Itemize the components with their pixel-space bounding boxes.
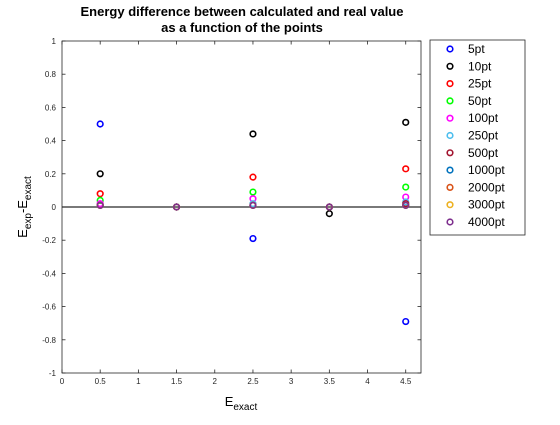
legend-label: 100pt — [468, 111, 499, 125]
data-point — [249, 234, 257, 243]
data-point — [402, 118, 410, 126]
x-tick-label: 3.5 — [324, 377, 336, 386]
legend-entry: 2000pt — [446, 180, 505, 194]
data-point — [249, 130, 257, 138]
x-tick-label: 2.5 — [247, 377, 259, 386]
chart-title-line-1: Energy difference between calculated and… — [81, 4, 404, 19]
y-tick-label: 0 — [52, 203, 57, 212]
x-tick-label: 1.5 — [171, 377, 183, 386]
legend-entries: 5pt 10pt 25pt 50pt 100pt 250pt 500pt 1000pt 2000… — [446, 42, 505, 229]
x-tick-label: 4 — [365, 377, 370, 386]
legend-label: 50pt — [468, 94, 492, 108]
x-tick-label: 1 — [136, 377, 141, 386]
legend-label: 4000pt — [468, 215, 505, 229]
legend-marker — [446, 97, 454, 105]
legend-entry: 5pt — [446, 42, 485, 56]
legend-entry: 1000pt — [446, 163, 505, 177]
y-tick-label: -1 — [49, 369, 57, 378]
legend-marker — [446, 218, 454, 226]
legend-marker — [446, 45, 454, 53]
legend-marker — [446, 62, 454, 70]
y-axis-label-mid: -E — [15, 200, 30, 213]
data-point — [249, 188, 257, 196]
data-point — [249, 173, 257, 181]
y-tick-label: 1 — [52, 37, 57, 46]
axis-ticks: 0 0.5 1 1.5 2 2.5 3 3.5 4 4.5 -1 -0.8 -0.6 -0.4 -0.2 0 0… — [42, 37, 421, 386]
legend-box — [429, 39, 526, 236]
y-tick-label: -0.2 — [42, 236, 56, 245]
legend-entry: 500pt — [446, 146, 499, 160]
legend: 5pt 10pt 25pt 50pt 100pt 250pt 500pt 1000pt 2000… — [429, 39, 526, 236]
y-axis-label: Eexp-Eexact — [15, 176, 34, 238]
x-tick-label: 0 — [60, 377, 65, 386]
legend-entry: 3000pt — [446, 198, 505, 212]
legend-marker — [446, 79, 454, 88]
x-tick-label: 4.5 — [400, 377, 412, 386]
series-4000pt — [96, 201, 410, 211]
data-point — [172, 203, 181, 211]
data-point — [96, 170, 104, 178]
data-point — [325, 210, 333, 218]
y-tick-label: 0.8 — [45, 70, 57, 79]
legend-marker — [446, 149, 454, 157]
x-tick-label: 3 — [289, 377, 294, 386]
data-point — [402, 317, 410, 326]
chart-title-line-2: as a function of the points — [161, 20, 323, 35]
x-axis-label-main: E — [225, 394, 234, 409]
data-point — [402, 201, 410, 209]
data-point — [402, 165, 410, 173]
legend-label: 2000pt — [468, 180, 505, 194]
legend-entry: 10pt — [446, 59, 492, 73]
data-point — [96, 201, 104, 209]
data-point — [402, 183, 410, 191]
data-points — [96, 118, 410, 326]
y-tick-label: -0.6 — [42, 303, 56, 312]
legend-marker — [446, 131, 454, 140]
legend-label: 3000pt — [468, 198, 505, 212]
y-axis-label-sub-2: exact — [23, 176, 34, 200]
y-tick-label: 0.4 — [45, 137, 57, 146]
y-axis-label-sub-1: exp — [23, 213, 34, 230]
x-axis-label-sub: exact — [233, 402, 257, 413]
x-axis-label: Eexact — [225, 394, 258, 413]
legend-label: 500pt — [468, 146, 499, 160]
y-tick-label: -0.8 — [42, 336, 56, 345]
data-point — [96, 120, 104, 128]
legend-marker — [446, 183, 454, 191]
legend-entry: 250pt — [446, 129, 499, 143]
legend-label: 25pt — [468, 77, 492, 91]
legend-label: 1000pt — [468, 163, 505, 177]
legend-marker — [446, 114, 454, 122]
y-tick-label: -0.4 — [42, 269, 56, 278]
y-tick-label: 0.2 — [45, 170, 57, 179]
y-axis-label-main: E — [15, 229, 30, 238]
x-tick-label: 2 — [213, 377, 218, 386]
data-point — [96, 190, 104, 198]
legend-entry: 100pt — [446, 111, 499, 125]
data-point — [325, 203, 333, 211]
plot-box — [61, 40, 422, 374]
legend-label: 10pt — [468, 59, 492, 73]
legend-label: 250pt — [468, 129, 499, 143]
y-tick-label: 0.6 — [45, 103, 57, 112]
legend-marker — [446, 201, 454, 209]
legend-entry: 4000pt — [446, 215, 505, 229]
legend-marker — [446, 166, 454, 174]
legend-entry: 25pt — [446, 77, 492, 91]
legend-entry: 50pt — [446, 94, 492, 108]
x-tick-label: 0.5 — [95, 377, 107, 386]
legend-label: 5pt — [468, 42, 485, 56]
data-point — [249, 201, 257, 209]
